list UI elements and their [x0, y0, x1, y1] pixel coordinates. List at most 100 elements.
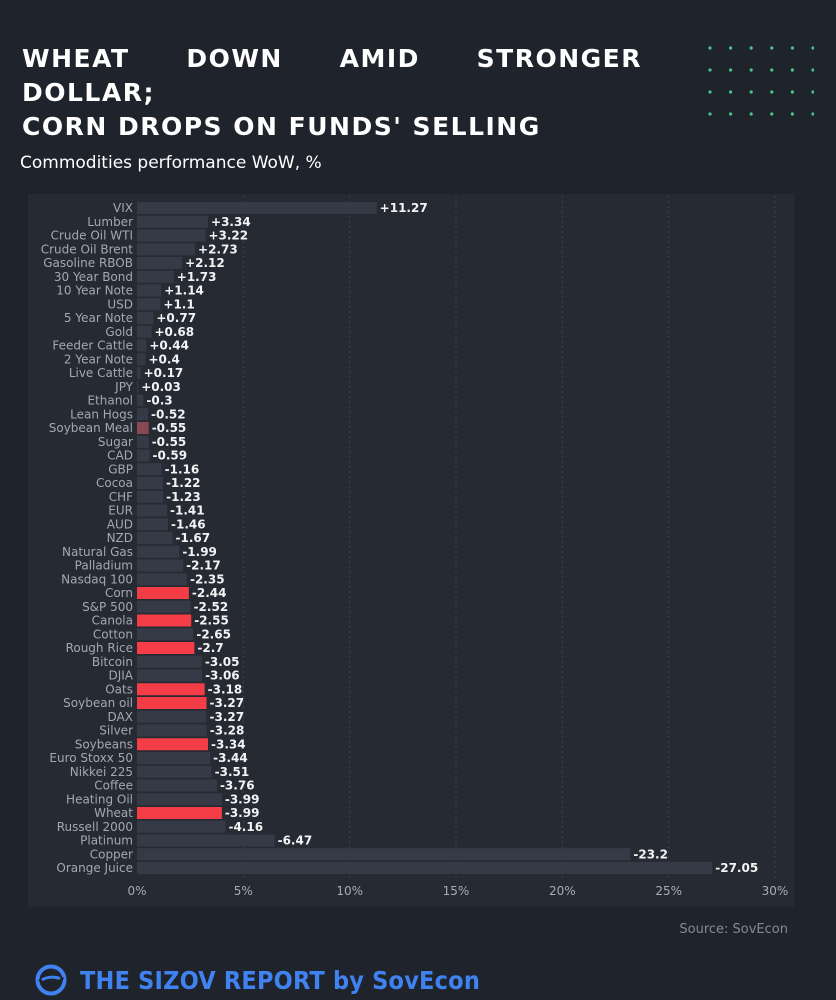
- bar: [137, 477, 163, 489]
- category-label: Russell 2000: [57, 820, 133, 834]
- bar: [137, 353, 146, 366]
- category-label: Oats: [105, 682, 133, 696]
- data-label: -2.7: [197, 641, 223, 655]
- bar: [137, 738, 209, 751]
- bar: [137, 243, 196, 256]
- bar: [137, 394, 144, 407]
- category-label: 2 Year Note: [64, 352, 133, 366]
- bar: [137, 724, 207, 737]
- data-label: +0.44: [149, 339, 189, 353]
- category-label: CAD: [107, 449, 133, 463]
- data-label: +1.14: [164, 284, 204, 298]
- bar: [137, 463, 162, 476]
- category-label: Euro Stoxx 50: [49, 751, 133, 765]
- decorative-dot: [770, 90, 774, 94]
- category-label: Gold: [105, 325, 133, 339]
- x-tick-label: 10%: [336, 884, 363, 898]
- bar-chart: 0% 5% 10% 15% 20% 25% 30% VIX +11.27 Lumber +3.34 C…: [28, 194, 794, 907]
- bar: [137, 862, 713, 874]
- data-label: -0.55: [152, 421, 187, 435]
- data-label: +0.68: [154, 325, 194, 339]
- data-label: -2.44: [192, 586, 227, 600]
- decorative-dot: [749, 90, 753, 94]
- data-label: +0.03: [141, 380, 181, 394]
- category-label: Soybean oil: [63, 696, 133, 710]
- decorative-dot: [790, 112, 794, 116]
- data-label: -2.52: [194, 600, 229, 614]
- category-label: Lean Hogs: [70, 407, 133, 421]
- bar: [137, 779, 217, 792]
- decorative-dot: [811, 90, 814, 94]
- category-label: S&P 500: [82, 600, 133, 614]
- bar: [137, 229, 206, 242]
- data-label: -3.44: [213, 751, 248, 765]
- data-label: -3.05: [205, 655, 240, 669]
- category-label: Cocoa: [96, 476, 133, 490]
- data-label: -3.06: [205, 669, 240, 683]
- bar: [137, 573, 187, 586]
- data-label: -23.2: [633, 847, 668, 861]
- decorative-dot: [790, 68, 794, 72]
- data-label: -1.67: [176, 531, 211, 545]
- chart-title: Commodities performance WoW, %: [20, 153, 322, 173]
- bar: [137, 325, 152, 338]
- data-label: -3.51: [215, 765, 250, 779]
- data-label: +0.77: [156, 311, 196, 325]
- decorative-dot: [729, 90, 733, 94]
- category-label: USD: [107, 297, 133, 311]
- bar: [137, 793, 222, 806]
- data-label: -3.34: [211, 737, 246, 751]
- footer-brand: THE SIZOV REPORT by SovEcon: [34, 962, 480, 998]
- category-label: CHF: [109, 490, 133, 504]
- category-label: Canola: [92, 614, 133, 628]
- bar: [137, 545, 180, 558]
- data-label: -0.3: [146, 394, 172, 408]
- bar: [137, 449, 150, 462]
- category-label: GBP: [108, 462, 133, 476]
- category-label: Ethanol: [87, 394, 133, 408]
- category-label: Feeder Cattle: [52, 339, 133, 353]
- data-label: -3.27: [210, 710, 245, 724]
- decorative-dot: [811, 112, 814, 116]
- category-label: Crude Oil WTI: [51, 229, 133, 243]
- category-label: Nikkei 225: [70, 765, 133, 779]
- bar: [137, 807, 222, 819]
- bar: [137, 504, 167, 517]
- category-label: EUR: [108, 504, 133, 518]
- category-label: JPY: [114, 380, 134, 394]
- data-label: -3.28: [210, 724, 245, 738]
- bar: [137, 559, 184, 572]
- data-label: +0.17: [144, 366, 184, 380]
- category-label: Palladium: [75, 559, 133, 573]
- bar: [137, 655, 202, 668]
- data-label: -0.59: [153, 449, 188, 463]
- category-label: Coffee: [94, 779, 133, 793]
- decorative-dot: [729, 46, 733, 50]
- data-label: +3.22: [208, 229, 248, 243]
- decorative-dot: [708, 68, 712, 72]
- bar: [137, 820, 226, 833]
- decorative-dot: [708, 112, 712, 116]
- bar: [137, 298, 161, 311]
- data-label: +2.12: [185, 256, 225, 270]
- data-label: +1.1: [163, 297, 194, 311]
- category-label: Lumber: [87, 215, 133, 229]
- decorative-dot: [811, 68, 814, 72]
- data-label: -3.18: [208, 682, 243, 696]
- decorative-dot: [708, 46, 712, 50]
- decorative-dot: [729, 112, 733, 116]
- category-label: Soybean Meal: [49, 421, 133, 435]
- data-label: -4.16: [228, 820, 263, 834]
- x-tick-label: 30%: [762, 884, 789, 898]
- bar: [137, 380, 139, 393]
- decorative-dot: [770, 46, 774, 50]
- category-label: Orange Juice: [56, 861, 133, 875]
- data-label: +3.34: [211, 215, 251, 229]
- decorative-dot-grid: [708, 46, 814, 116]
- bar: [137, 683, 205, 696]
- bar: [137, 270, 174, 283]
- category-label: Corn: [105, 586, 133, 600]
- x-tick-label: 0%: [127, 884, 146, 898]
- decorative-dot: [770, 68, 774, 72]
- data-label: -3.76: [220, 779, 255, 793]
